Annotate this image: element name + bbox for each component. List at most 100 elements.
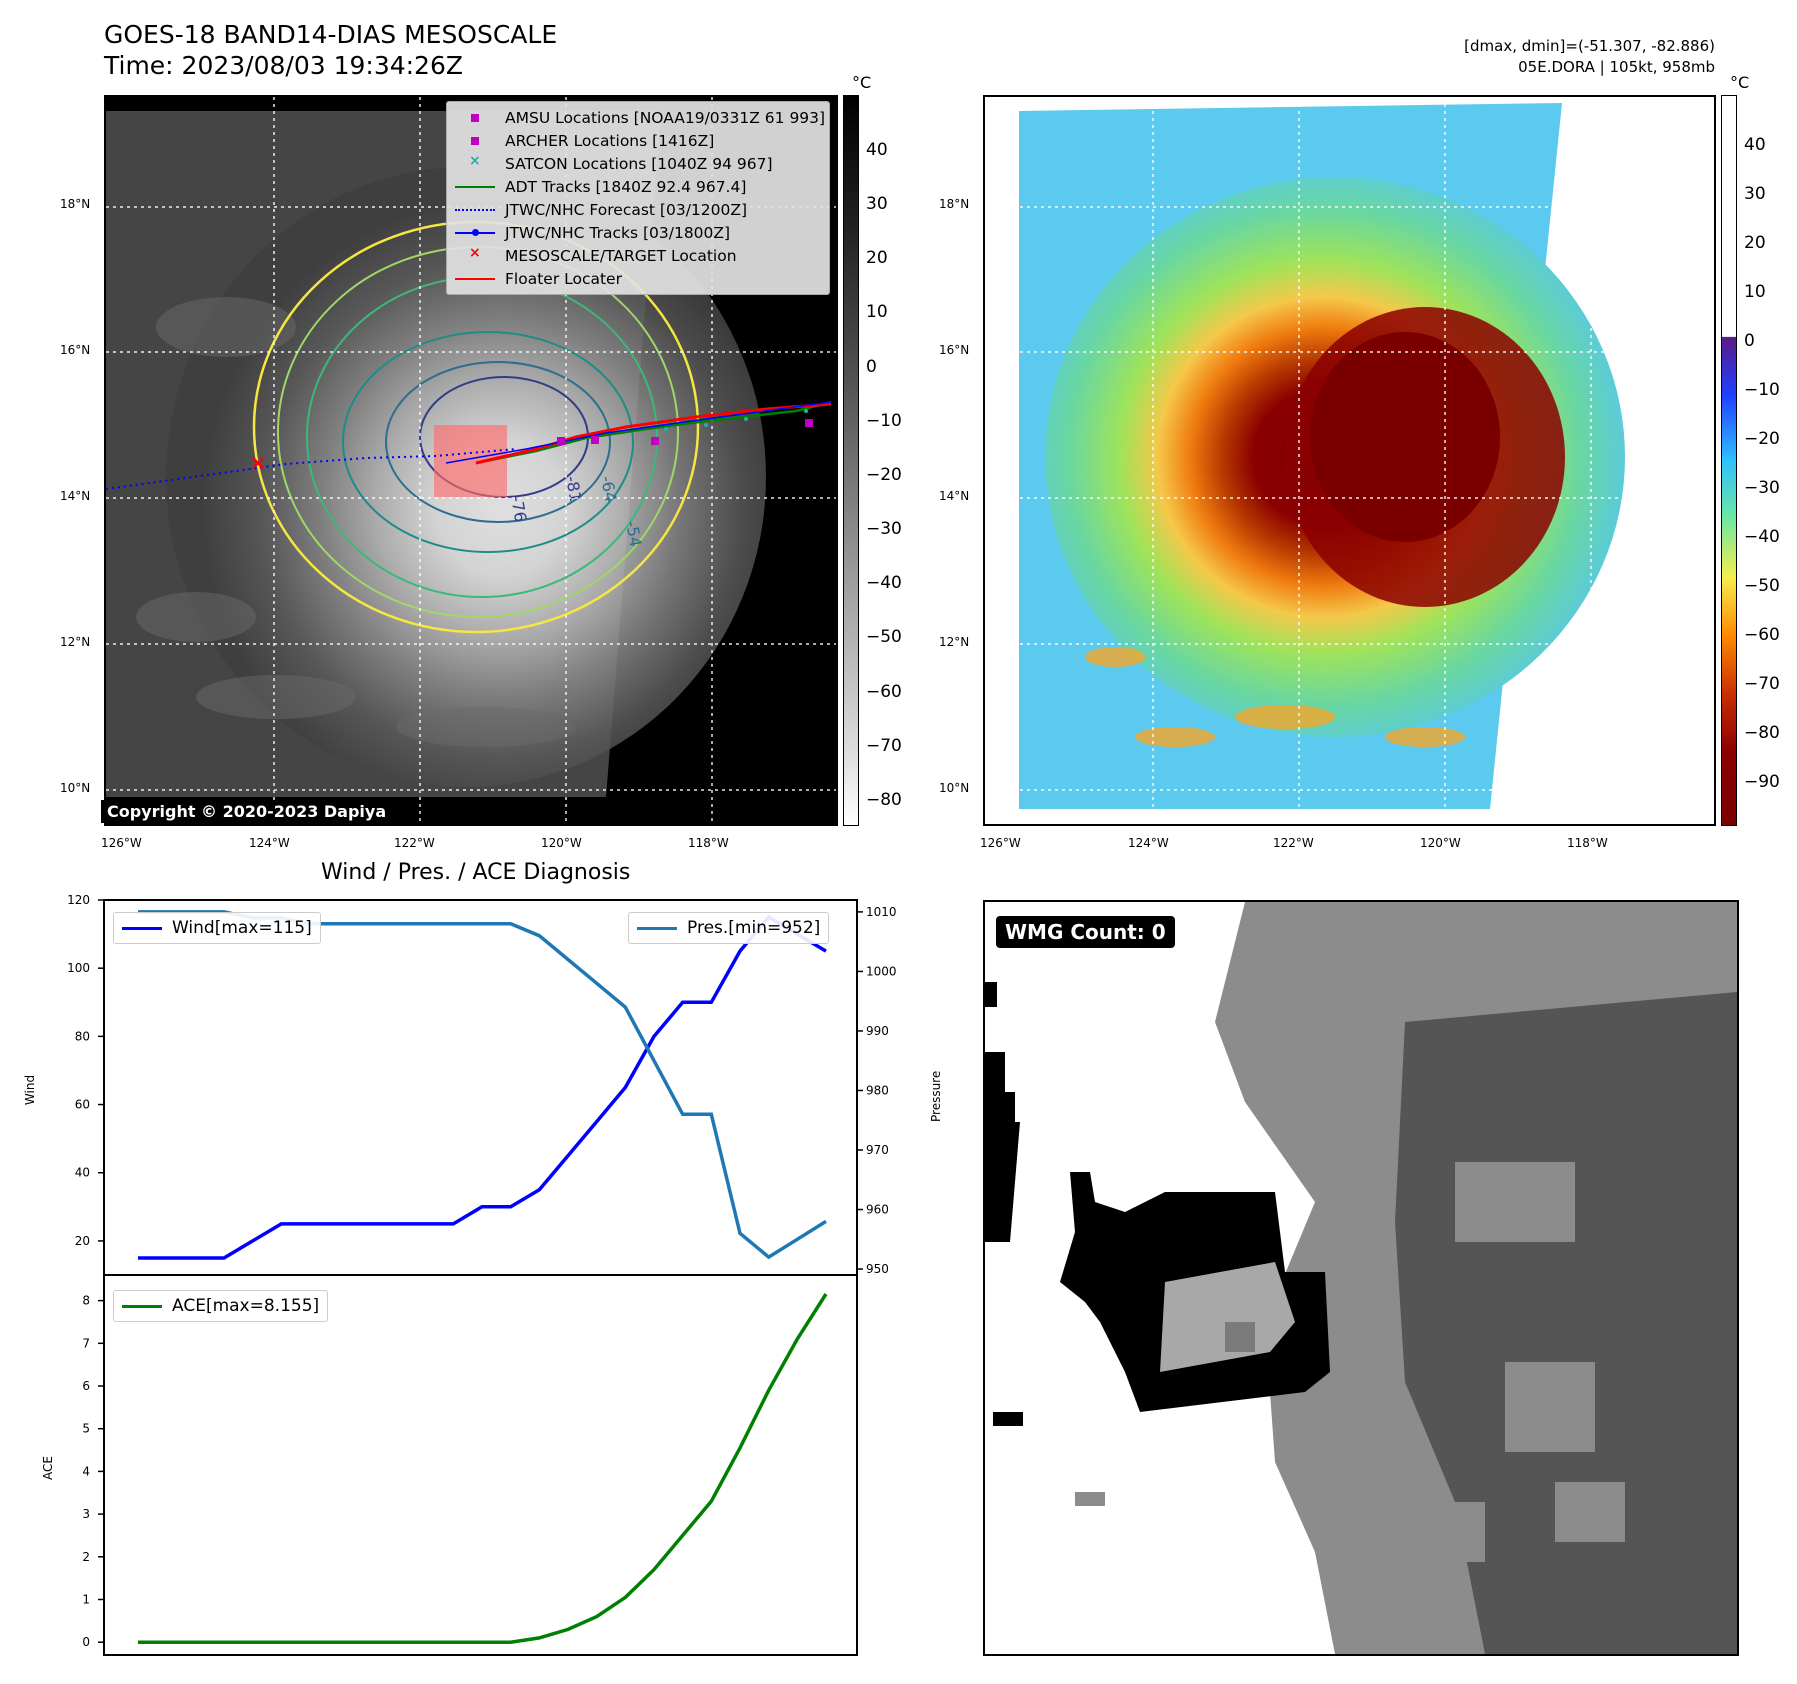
colorbar-tick: −10 — [866, 411, 902, 431]
lon-tick: 122°W — [1273, 836, 1314, 850]
wind-legend: Wind[max=115] — [113, 912, 321, 944]
pressure-tick-label: 950 — [866, 1262, 889, 1276]
colorbar-tick: 0 — [1744, 331, 1755, 351]
wind-axis-label: Wind — [23, 1075, 37, 1105]
diagnosis-title: Wind / Pres. / ACE Diagnosis — [321, 860, 631, 885]
colorbar-tick: −60 — [866, 682, 902, 702]
grayscale-colorbar — [843, 95, 859, 826]
colorbar-unit: °C — [852, 73, 872, 92]
colorbar-tick: −20 — [1744, 429, 1780, 449]
contour-label: -54 — [622, 519, 645, 548]
lon-tick: 124°W — [1128, 836, 1169, 850]
colorbar-tick: −70 — [1744, 674, 1780, 694]
wind-tick-label: 120 — [67, 893, 90, 907]
colorbar-tick: 20 — [1744, 233, 1766, 253]
ace-legend: ACE[max=8.155] — [113, 1290, 329, 1322]
ace-tick-label: 6 — [82, 1379, 90, 1393]
colorbar-tick: −50 — [1744, 576, 1780, 596]
legend-entry: JTWC/NHC Tracks [03/1800Z] — [455, 222, 730, 244]
lat-tick: 14°N — [60, 489, 91, 503]
colorbar-tick: −30 — [1744, 478, 1780, 498]
lon-tick: 120°W — [541, 836, 582, 850]
contour-label: -81 — [562, 474, 585, 503]
colorbar-tick: −50 — [866, 627, 902, 647]
image-title: GOES-18 BAND14-DIAS MESOSCALE — [104, 20, 558, 49]
legend-entry: × SATCON Locations [1040Z 94 967] — [455, 153, 773, 175]
copyright-label: Copyright © 2020-2023 Dapiya — [101, 800, 393, 823]
legend-entry: JTWC/NHC Forecast [03/1200Z] — [455, 199, 747, 221]
square-marker-icon — [455, 134, 495, 148]
pressure-legend: Pres.[min=952] — [628, 912, 830, 944]
colorbar-tick: −20 — [866, 465, 902, 485]
lat-tick: 14°N — [939, 489, 970, 503]
colorbar-tick: −70 — [866, 736, 902, 756]
legend-line-icon — [122, 926, 162, 930]
wind-tick-label: 40 — [75, 1166, 90, 1180]
legend-line-icon — [122, 1304, 162, 1308]
colorbar-tick: 40 — [1744, 135, 1766, 155]
color-ir-map — [983, 95, 1716, 826]
map-legend: AMSU Locations [NOAA19/0331Z 61 993] ARC… — [446, 101, 830, 295]
pressure-tick-label: 1010 — [866, 905, 897, 919]
wmg-count-badge: WMG Count: 0 — [996, 916, 1175, 948]
lat-tick: 12°N — [939, 635, 970, 649]
lat-tick: 18°N — [60, 197, 91, 211]
colorbar-tick: −40 — [866, 573, 902, 593]
colorbar-tick: −90 — [1744, 772, 1780, 792]
lon-tick: 122°W — [394, 836, 435, 850]
colorbar-tick: 10 — [866, 302, 888, 322]
legend-line-icon — [637, 926, 677, 930]
dotted-line-icon — [455, 203, 495, 217]
dmax-dmin-text: [dmax, dmin]=(-51.307, -82.886) — [1464, 37, 1715, 55]
line-icon — [455, 180, 495, 194]
lat-tick: 18°N — [939, 197, 970, 211]
wind-series-line — [138, 914, 827, 1260]
diagnosis-chart: 20 40 60 80 100 120 950 960 970 980 990 1000 1010 0… — [23, 893, 897, 1656]
lat-tick: 16°N — [939, 343, 970, 357]
ace-tick-label: 2 — [82, 1550, 90, 1564]
ace-tick-label: 0 — [82, 1635, 90, 1649]
legend-entry: Floater Locater — [455, 268, 622, 290]
colorbar-tick: 10 — [1744, 282, 1766, 302]
pressure-tick-label: 960 — [866, 1203, 889, 1217]
lon-tick: 118°W — [1567, 836, 1608, 850]
contour-label: -76 — [507, 494, 530, 523]
legend-entry: AMSU Locations [NOAA19/0331Z 61 993] — [455, 107, 825, 129]
wind-tick-label: 60 — [75, 1098, 90, 1112]
ace-tick-label: 8 — [82, 1294, 90, 1308]
lon-tick: 126°W — [980, 836, 1021, 850]
lat-tick: 10°N — [939, 781, 970, 795]
storm-info-text: 05E.DORA | 105kt, 958mb — [1518, 58, 1715, 76]
colorbar-unit: °C — [1730, 73, 1750, 92]
legend-entry: ADT Tracks [1840Z 92.4 967.4] — [455, 176, 746, 198]
colorbar-tick: −60 — [1744, 625, 1780, 645]
square-marker-icon — [455, 111, 495, 125]
colorbar-tick: −10 — [1744, 380, 1780, 400]
x-marker-icon: × — [469, 153, 481, 169]
colorbar-tick: −30 — [866, 519, 902, 539]
colorbar-tick: 20 — [866, 248, 888, 268]
pressure-tick-label: 970 — [866, 1143, 889, 1157]
ace-tick-label: 5 — [82, 1422, 90, 1436]
ace-tick-label: 4 — [82, 1464, 90, 1478]
pressure-tick-label: 1000 — [866, 964, 897, 978]
ace-tick-label: 7 — [82, 1336, 90, 1350]
pressure-axis-label-outer: Pressure — [929, 1070, 943, 1122]
lat-tick: 10°N — [60, 781, 91, 795]
lat-tick: 16°N — [60, 343, 91, 357]
legend-entry: ARCHER Locations [1416Z] — [455, 130, 714, 152]
lon-tick: 126°W — [101, 836, 142, 850]
colorbar-tick: 30 — [866, 194, 888, 214]
ace-series-line — [138, 1293, 828, 1644]
line-icon — [455, 272, 495, 286]
lat-tick: 12°N — [60, 635, 91, 649]
color-colorbar — [1721, 95, 1737, 826]
x-marker-icon: × — [469, 245, 481, 261]
line-dot-icon — [455, 226, 495, 240]
lon-tick: 120°W — [1420, 836, 1461, 850]
wind-pressure-axes — [103, 899, 858, 1276]
contour-label: -64 — [597, 474, 620, 503]
ace-tick-label: 1 — [82, 1592, 90, 1606]
ace-axis-label: ACE — [41, 1456, 55, 1480]
lon-tick: 118°W — [688, 836, 729, 850]
